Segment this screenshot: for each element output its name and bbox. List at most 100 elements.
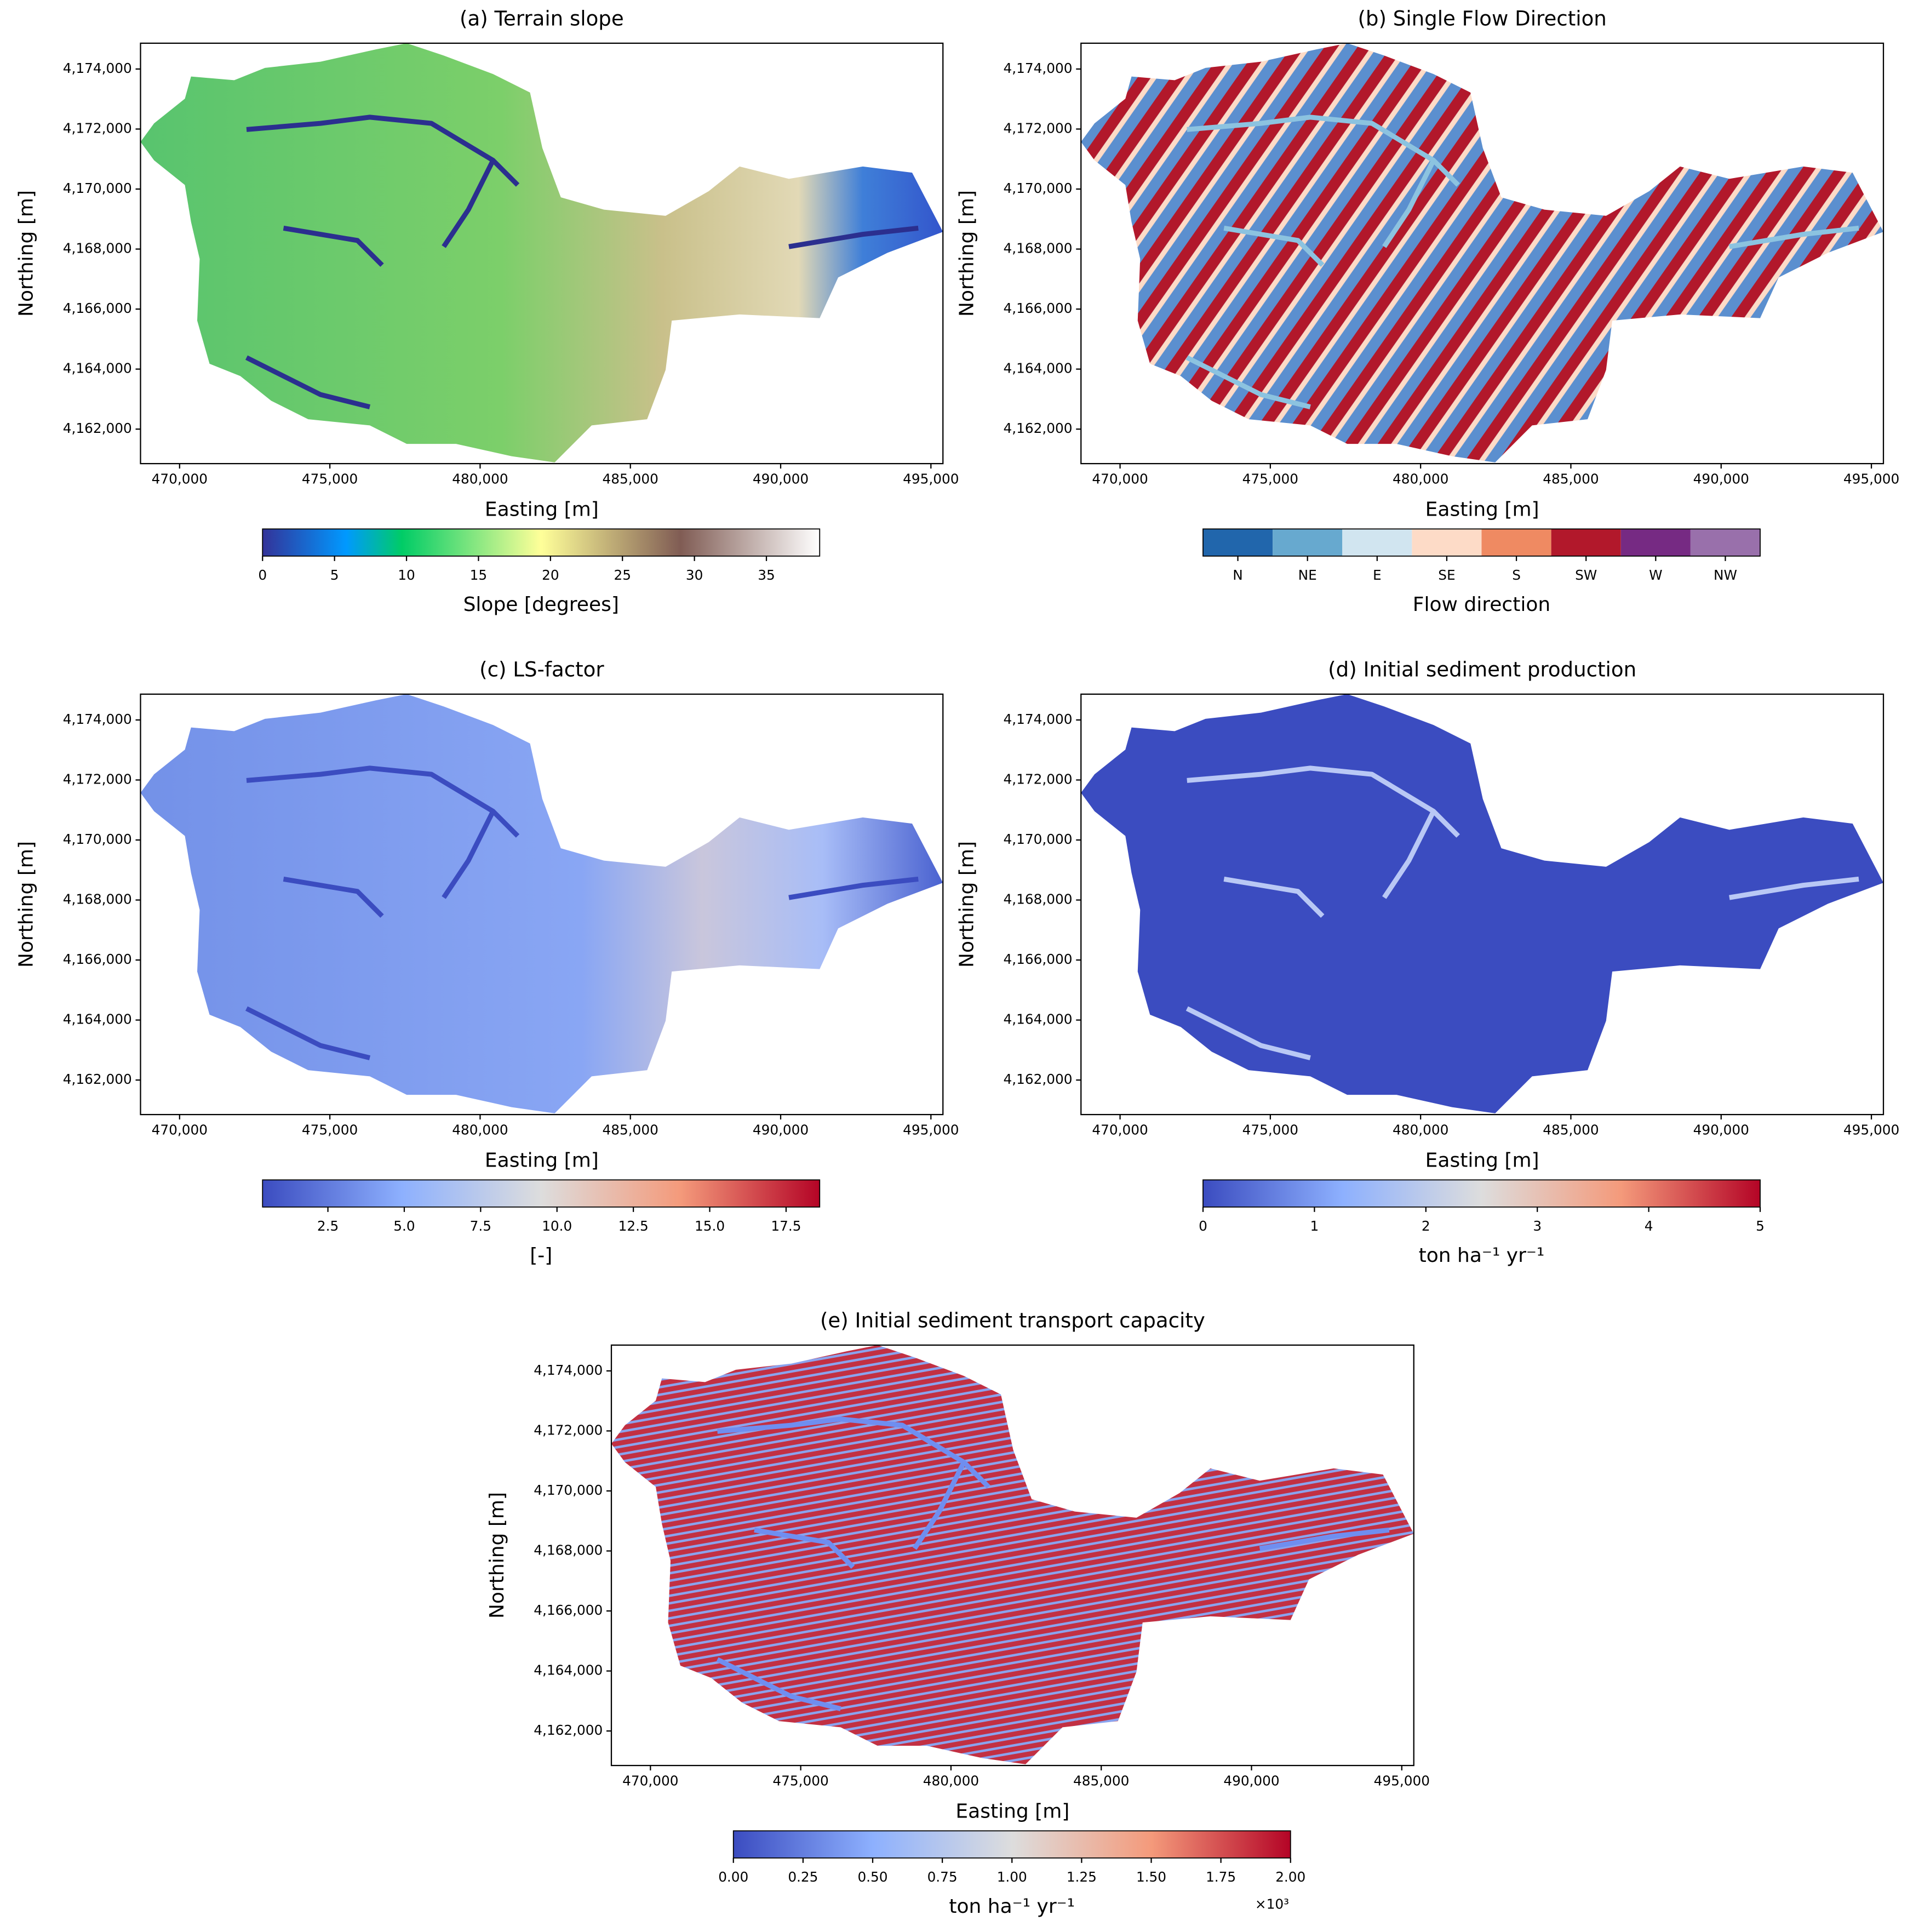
colorbar-tick-label: 0.00 bbox=[718, 1869, 748, 1885]
channel bbox=[788, 225, 919, 249]
colorbar-tick-label: N bbox=[1233, 567, 1243, 583]
x-tick-label: 470,000 bbox=[1092, 1122, 1148, 1138]
x-tick-label: 495,000 bbox=[1843, 471, 1899, 487]
colorbar-tick-label: 7.5 bbox=[470, 1218, 491, 1234]
colorbar bbox=[1203, 1180, 1760, 1207]
x-tick-label: 475,000 bbox=[1242, 471, 1298, 487]
y-tick-label: 4,172,000 bbox=[534, 1422, 603, 1438]
colorbar-tick-label: 17.5 bbox=[771, 1218, 801, 1234]
colorbar-tick-label: 2 bbox=[1422, 1218, 1430, 1234]
colorbar-tick-label: SE bbox=[1438, 567, 1455, 583]
colorbar-tick-label: 1.50 bbox=[1136, 1869, 1166, 1885]
colorbar-swatch bbox=[1551, 529, 1621, 556]
channel bbox=[716, 1657, 841, 1711]
colorbar-swatch bbox=[1690, 529, 1760, 556]
y-axis-label: Northing [m] bbox=[955, 190, 978, 317]
x-tick-label: 495,000 bbox=[903, 471, 959, 487]
colorbar bbox=[733, 1831, 1291, 1858]
y-tick-label: 4,168,000 bbox=[63, 241, 132, 256]
y-axis-label: Northing [m] bbox=[486, 1492, 508, 1619]
y-tick-label: 4,166,000 bbox=[63, 951, 132, 967]
x-tick-label: 470,000 bbox=[622, 1773, 678, 1788]
colorbar-tick-label: 0.75 bbox=[927, 1869, 958, 1885]
colorbar-frame bbox=[732, 1830, 1291, 1859]
channel bbox=[442, 159, 496, 248]
colorbar-tick-label: 10.0 bbox=[542, 1218, 572, 1234]
y-tick-label: 4,174,000 bbox=[63, 60, 132, 76]
x-axis-label: Easting [m] bbox=[1425, 499, 1539, 521]
x-tick-label: 480,000 bbox=[923, 1773, 979, 1788]
x-tick-label: 480,000 bbox=[1393, 471, 1448, 487]
y-tick-label: 4,172,000 bbox=[63, 771, 132, 787]
x-tick-label: 490,000 bbox=[1693, 1122, 1749, 1138]
channel bbox=[1223, 876, 1325, 918]
colorbar-tick-label: 5 bbox=[330, 567, 339, 583]
colorbar-tick-label: 15 bbox=[470, 567, 488, 583]
colorbar-tick-label: 0 bbox=[1199, 1218, 1207, 1234]
channel bbox=[1259, 1527, 1390, 1551]
y-tick-label: 4,170,000 bbox=[1004, 831, 1073, 847]
y-tick-label: 4,166,000 bbox=[63, 300, 132, 316]
watershed-raster bbox=[611, 1345, 1414, 1764]
x-tick-label: 475,000 bbox=[302, 1122, 358, 1138]
channel bbox=[1185, 355, 1311, 409]
channel bbox=[246, 765, 520, 838]
x-tick-label: 475,000 bbox=[772, 1773, 828, 1788]
y-tick-label: 4,174,000 bbox=[63, 711, 132, 727]
x-tick-label: 485,000 bbox=[603, 471, 658, 487]
x-tick-label: 490,000 bbox=[1223, 1773, 1279, 1788]
watershed-raster bbox=[140, 694, 943, 1113]
y-tick-label: 4,162,000 bbox=[63, 420, 132, 436]
y-tick-label: 4,166,000 bbox=[1004, 951, 1073, 967]
x-axis-label: Easting [m] bbox=[485, 1150, 599, 1172]
colorbar-tick-label: SW bbox=[1575, 567, 1597, 583]
colorbar-frame bbox=[1202, 1179, 1761, 1208]
x-tick-label: 475,000 bbox=[302, 471, 358, 487]
colorbar-tick-label: 0 bbox=[258, 567, 267, 583]
colorbar-tick-label: 3 bbox=[1533, 1218, 1542, 1234]
y-tick-label: 4,172,000 bbox=[1004, 121, 1073, 136]
y-tick-label: 4,168,000 bbox=[534, 1542, 603, 1558]
colorbar-tick-label: 2.00 bbox=[1275, 1869, 1305, 1885]
y-tick-label: 4,174,000 bbox=[1004, 711, 1073, 727]
chart-title: (b) Single Flow Direction bbox=[1358, 7, 1606, 31]
y-tick-label: 4,164,000 bbox=[1004, 361, 1073, 376]
colorbar-tick-label: 15.0 bbox=[695, 1218, 725, 1234]
x-tick-label: 485,000 bbox=[1543, 471, 1599, 487]
colorbar-tick-label: E bbox=[1373, 567, 1382, 583]
y-axis-label: Northing [m] bbox=[15, 841, 38, 968]
y-tick-label: 4,170,000 bbox=[534, 1482, 603, 1498]
colorbar bbox=[262, 529, 820, 556]
x-axis-label: Easting [m] bbox=[955, 1800, 1069, 1823]
y-tick-label: 4,168,000 bbox=[63, 891, 132, 907]
colorbar-tick-label: 10 bbox=[398, 567, 415, 583]
colorbar-tick-label: 1.75 bbox=[1206, 1869, 1236, 1885]
colorbar-tick-label: 30 bbox=[686, 567, 703, 583]
x-tick-label: 495,000 bbox=[903, 1122, 959, 1138]
axes-frame bbox=[1080, 693, 1885, 1116]
channel bbox=[1729, 876, 1859, 900]
colorbar-tick-label: 1.25 bbox=[1067, 1869, 1097, 1885]
channel bbox=[754, 1527, 855, 1569]
colorbar-tick-label: 12.5 bbox=[618, 1218, 649, 1234]
y-tick-label: 4,172,000 bbox=[63, 121, 132, 136]
y-tick-label: 4,162,000 bbox=[1004, 1071, 1073, 1087]
colorbar-swatch bbox=[1412, 529, 1482, 556]
channel bbox=[442, 810, 496, 899]
y-tick-label: 4,174,000 bbox=[534, 1362, 603, 1378]
y-tick-label: 4,172,000 bbox=[1004, 771, 1073, 787]
y-tick-label: 4,164,000 bbox=[534, 1662, 603, 1678]
y-tick-label: 4,164,000 bbox=[63, 361, 132, 376]
colorbar bbox=[262, 1180, 820, 1207]
colorbar-label: [-] bbox=[530, 1244, 552, 1267]
x-tick-label: 490,000 bbox=[753, 471, 809, 487]
axes-frame bbox=[610, 1344, 1414, 1767]
channel bbox=[1187, 115, 1460, 187]
chart-title: (e) Initial sediment transport capacity bbox=[820, 1309, 1205, 1333]
y-tick-label: 4,162,000 bbox=[534, 1722, 603, 1738]
colorbar-swatch bbox=[1273, 529, 1343, 556]
y-tick-label: 4,162,000 bbox=[63, 1071, 132, 1087]
colorbar-frame bbox=[262, 1179, 821, 1208]
colorbar-tick-label: 20 bbox=[542, 567, 559, 583]
